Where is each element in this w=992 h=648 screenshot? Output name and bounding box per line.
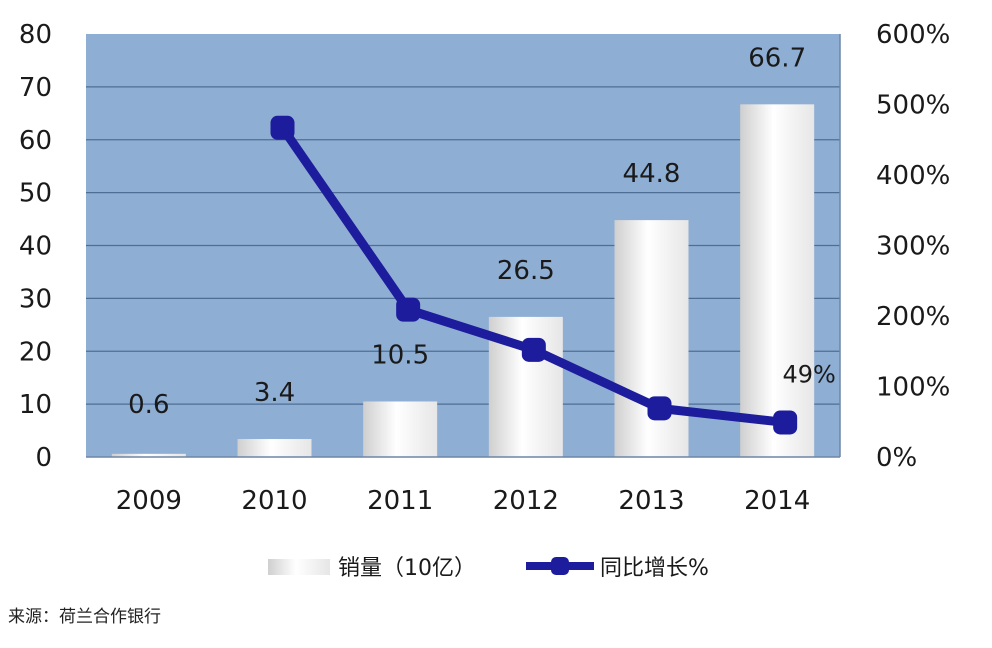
x-tick-label: 2010 [241, 486, 307, 516]
gridlines [86, 86, 840, 405]
y-left-tick-label: 60 [19, 126, 52, 156]
bar-value-label: 10.5 [371, 340, 429, 370]
bar-value-label: 0.6 [128, 390, 169, 420]
legend-line-marker [551, 557, 569, 575]
y-left-tick-label: 50 [19, 179, 52, 209]
data-labels: 0.6 3.4 10.5 26.5 44.8 66.7 49% [128, 43, 836, 420]
legend-bar-label: 销量（10亿） [338, 556, 476, 581]
bar-value-label: 3.4 [254, 378, 295, 408]
growth-marker [270, 115, 295, 140]
x-tick-label: 2009 [116, 486, 182, 516]
bars [111, 104, 815, 457]
growth-line [270, 115, 798, 435]
bar [614, 220, 689, 457]
bar [740, 104, 815, 457]
y-left-tick-label: 80 [19, 20, 52, 50]
bar-value-label: 66.7 [748, 43, 806, 73]
chart: 0.6 3.4 10.5 26.5 44.8 66.7 49% 0 10 20 30 40 50 60 7… [19, 20, 950, 581]
legend-line-label: 同比增长% [600, 556, 709, 581]
bar-value-label: 44.8 [623, 159, 681, 189]
source-note: 来源：荷兰合作银行 [8, 607, 161, 627]
growth-marker [521, 337, 546, 362]
x-tick-label: 2014 [744, 486, 810, 516]
legend-bar-swatch [268, 559, 330, 575]
growth-marker [773, 410, 798, 435]
y-right-tick-label: 0% [876, 443, 917, 473]
bar-value-label: 26.5 [497, 256, 555, 286]
y-right-tick-label: 600% [876, 20, 950, 50]
y-right-tick-label: 300% [876, 232, 950, 262]
growth-marker [647, 396, 672, 421]
legend: 销量（10亿） 同比增长% [268, 556, 709, 581]
bar [237, 439, 312, 457]
growth-marker [396, 297, 421, 322]
axes: 0 10 20 30 40 50 60 70 80 0% 100% 200% 300% 400% 500% 6… [19, 20, 950, 516]
y-right-tick-label: 100% [876, 373, 950, 403]
x-tick-label: 2013 [618, 486, 684, 516]
growth-value-label: 49% [782, 360, 835, 388]
y-right-tick-label: 200% [876, 302, 950, 332]
bar [363, 401, 438, 457]
y-left-tick-label: 10 [19, 390, 52, 420]
x-tick-label: 2011 [367, 486, 433, 516]
y-right-tick-label: 400% [876, 161, 950, 191]
bar [111, 453, 186, 457]
x-tick-label: 2012 [493, 486, 559, 516]
y-left-tick-label: 20 [19, 337, 52, 367]
y-right-tick-label: 500% [876, 91, 950, 121]
y-left-tick-label: 40 [19, 232, 52, 262]
y-left-tick-label: 70 [19, 73, 52, 103]
y-left-tick-label: 30 [19, 284, 52, 314]
y-left-tick-label: 0 [35, 443, 52, 473]
